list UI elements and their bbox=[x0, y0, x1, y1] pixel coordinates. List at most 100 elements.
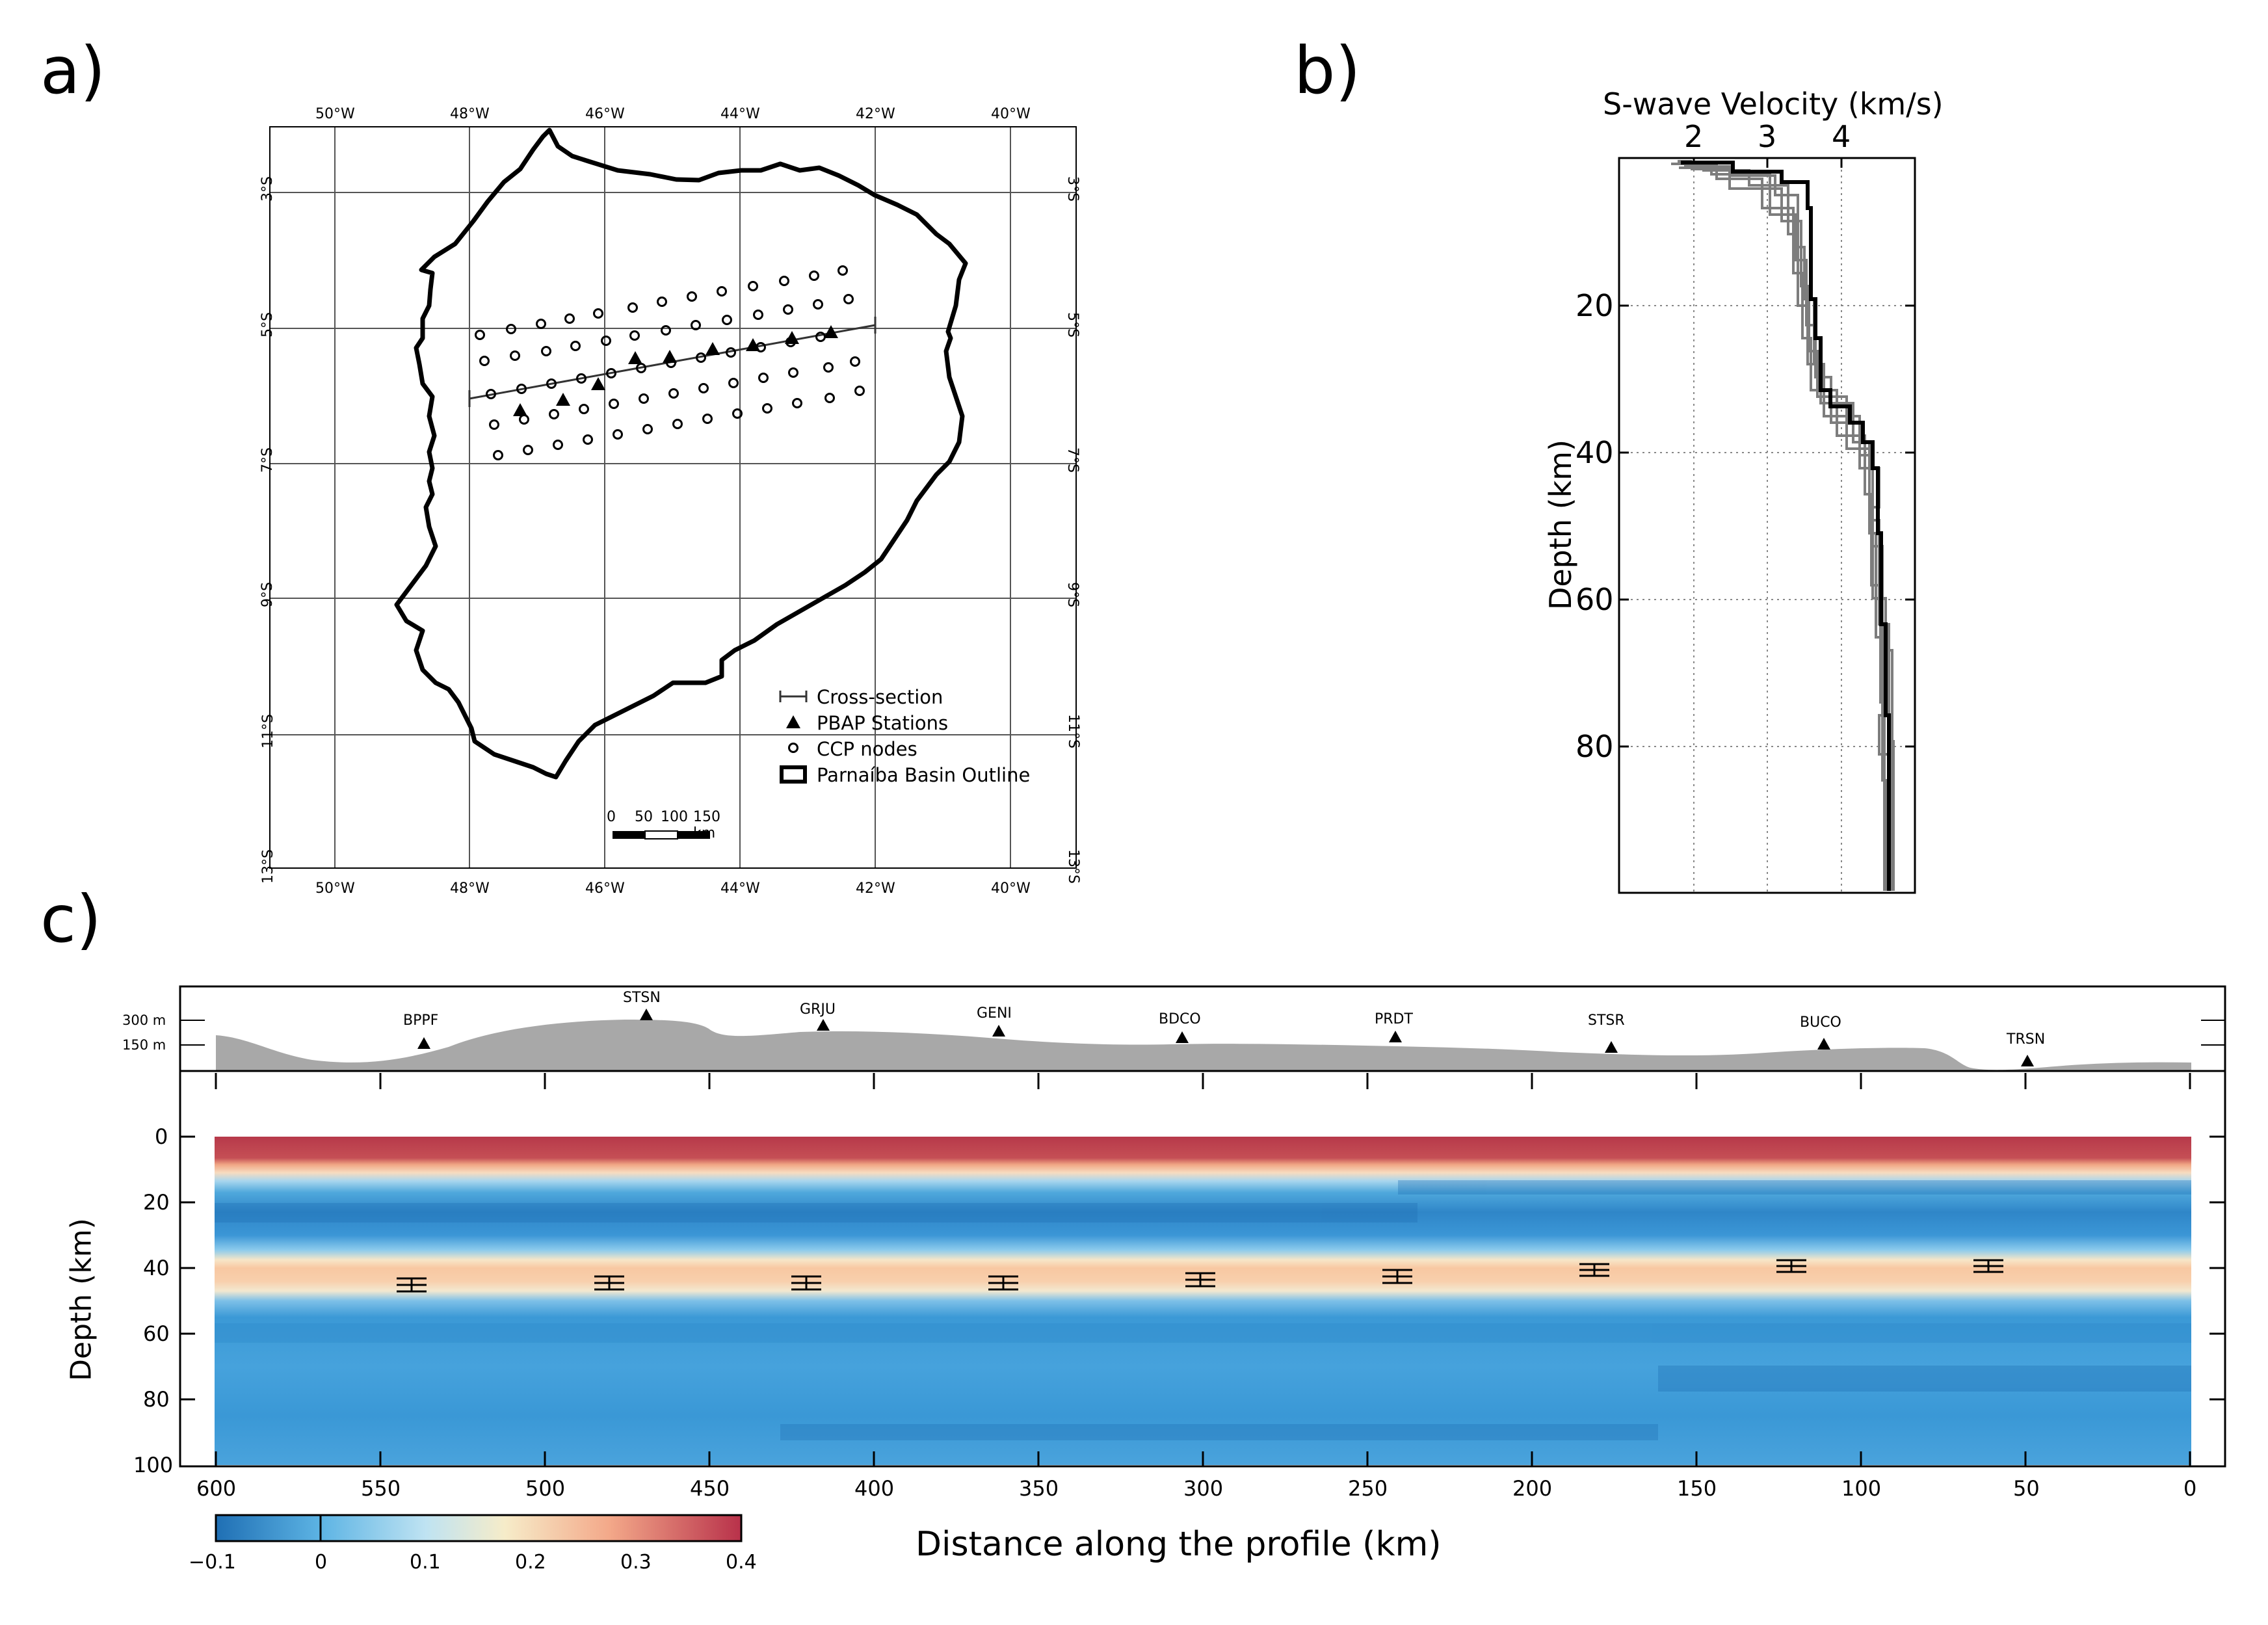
section-y-tick-40: 40 bbox=[143, 1256, 170, 1280]
scalebar-100: 100 bbox=[661, 809, 688, 825]
scalebar-50: 50 bbox=[635, 809, 653, 825]
panel-c-letter: c) bbox=[40, 881, 101, 957]
lat-label-right-3s: 3°S bbox=[1064, 176, 1081, 202]
lat-label-left-3s: 3°S bbox=[259, 176, 276, 202]
lon-label-top-50w: 50°W bbox=[315, 106, 355, 122]
lat-label-right-13s: 13°S bbox=[1064, 849, 1081, 884]
panel-b-letter: b) bbox=[1294, 33, 1361, 109]
lat-label-left-11s: 11°S bbox=[259, 714, 276, 748]
x-tick-50: 50 bbox=[2013, 1476, 2040, 1501]
section-y-ticks bbox=[180, 1135, 2225, 1401]
velocity-y-tick-20: 20 bbox=[1576, 288, 1614, 323]
lat-label-left-9s: 9°S bbox=[259, 582, 276, 607]
lat-label-right-7s: 7°S bbox=[1064, 447, 1081, 473]
section-y-tick-20: 20 bbox=[143, 1190, 170, 1215]
section-y-tick-80: 80 bbox=[143, 1387, 170, 1412]
velocity-ensemble bbox=[1671, 160, 1895, 891]
x-tick-450: 450 bbox=[690, 1476, 730, 1501]
profile-station-markers bbox=[417, 1009, 2034, 1066]
lon-label-bottom-50w: 50°W bbox=[315, 880, 355, 897]
lon-label-bottom-42w: 42°W bbox=[856, 880, 895, 897]
colorbar-tick-0.1: 0.1 bbox=[410, 1551, 441, 1574]
lon-label-top-44w: 44°W bbox=[720, 106, 760, 122]
legend-cross-section: Cross-section bbox=[817, 686, 943, 708]
cross-section-line bbox=[468, 317, 877, 407]
colorbar-tick-0.4: 0.4 bbox=[726, 1551, 757, 1574]
section-y-tick-100: 100 bbox=[133, 1453, 174, 1477]
section-y-tick-60: 60 bbox=[143, 1321, 170, 1346]
velocity-y-label: Depth (km) bbox=[1543, 439, 1578, 611]
lat-label-left-7s: 7°S bbox=[259, 447, 276, 473]
map-legend: Cross-section PBAP Stations CCP nodes Pa… bbox=[817, 684, 1030, 788]
station-prdt: PRDT bbox=[1375, 1011, 1413, 1027]
lon-label-bottom-46w: 46°W bbox=[585, 880, 625, 897]
lon-label-top-48w: 48°W bbox=[450, 106, 490, 122]
section-x-ticks bbox=[215, 1073, 2191, 1466]
lat-label-right-5s: 5°S bbox=[1064, 312, 1081, 337]
lon-label-top-46w: 46°W bbox=[585, 106, 625, 122]
lon-label-top-42w: 42°W bbox=[856, 106, 895, 122]
scalebar-0: 0 bbox=[607, 809, 616, 825]
elevation-label-150: 150 m bbox=[122, 1037, 166, 1053]
moho-error-bars bbox=[397, 1259, 2003, 1293]
x-tick-350: 350 bbox=[1019, 1476, 1059, 1501]
legend-basin-outline: Parnaíba Basin Outline bbox=[817, 764, 1031, 786]
elevation-label-300: 300 m bbox=[122, 1012, 166, 1028]
station-bppf: BPPF bbox=[403, 1012, 439, 1029]
legend-ccp-nodes: CCP nodes bbox=[817, 738, 917, 760]
x-tick-500: 500 bbox=[525, 1476, 566, 1501]
x-tick-300: 300 bbox=[1183, 1476, 1224, 1501]
x-tick-550: 550 bbox=[361, 1476, 401, 1501]
colorbar-tick-neg0.1: −0.1 bbox=[189, 1551, 236, 1574]
velocity-y-tick-40: 40 bbox=[1576, 435, 1614, 470]
topography-profile bbox=[216, 1020, 2191, 1070]
colorbar bbox=[215, 1514, 743, 1542]
velocity-x-tick-4: 4 bbox=[1832, 119, 1851, 154]
x-tick-400: 400 bbox=[854, 1476, 895, 1501]
ccp-node-grid bbox=[475, 265, 865, 460]
lon-label-top-40w: 40°W bbox=[991, 106, 1031, 122]
velocity-tickmarks bbox=[1619, 158, 1915, 748]
lon-label-bottom-44w: 44°W bbox=[720, 880, 760, 897]
scalebar-150: 150 km bbox=[693, 809, 720, 841]
station-trsn: TRSN bbox=[2007, 1031, 2046, 1048]
station-buco: BUCO bbox=[1800, 1014, 1841, 1031]
velocity-title: S-wave Velocity (km/s) bbox=[1603, 86, 1944, 122]
parnaiba-basin-outline bbox=[394, 127, 968, 780]
section-heatmap bbox=[215, 1137, 2191, 1465]
section-y-label: Depth (km) bbox=[64, 1218, 98, 1381]
elevation-ticks bbox=[180, 1020, 2225, 1046]
station-stsn: STSN bbox=[623, 990, 661, 1006]
x-tick-200: 200 bbox=[1512, 1476, 1553, 1501]
lat-label-right-9s: 9°S bbox=[1064, 582, 1081, 607]
colorbar-tick-0.2: 0.2 bbox=[515, 1551, 546, 1574]
x-tick-150: 150 bbox=[1677, 1476, 1717, 1501]
x-tick-100: 100 bbox=[1841, 1476, 1882, 1501]
lat-label-right-11s: 11°S bbox=[1064, 714, 1081, 748]
section-x-label: Distance along the profile (km) bbox=[916, 1525, 1442, 1564]
station-bdco: BDCO bbox=[1159, 1011, 1201, 1027]
velocity-y-tick-80: 80 bbox=[1576, 729, 1614, 764]
section-frame bbox=[179, 1070, 2226, 1468]
velocity-y-tick-60: 60 bbox=[1576, 582, 1614, 617]
velocity-frame bbox=[1618, 157, 1916, 894]
legend-pbap-stations: PBAP Stations bbox=[817, 712, 949, 734]
lat-label-left-5s: 5°S bbox=[259, 312, 276, 337]
x-tick-600: 600 bbox=[196, 1476, 237, 1501]
station-grju: GRJU bbox=[800, 1001, 836, 1018]
colorbar-tick-0.3: 0.3 bbox=[620, 1551, 652, 1574]
x-tick-0: 0 bbox=[2183, 1476, 2197, 1501]
station-stsr: STSR bbox=[1588, 1012, 1625, 1029]
velocity-grid bbox=[1619, 158, 1915, 893]
velocity-x-tick-2: 2 bbox=[1684, 119, 1704, 154]
lat-label-left-13s: 13°S bbox=[259, 849, 276, 884]
section-y-tick-0: 0 bbox=[155, 1124, 168, 1149]
x-tick-250: 250 bbox=[1348, 1476, 1388, 1501]
velocity-mean-model bbox=[1681, 161, 1891, 891]
